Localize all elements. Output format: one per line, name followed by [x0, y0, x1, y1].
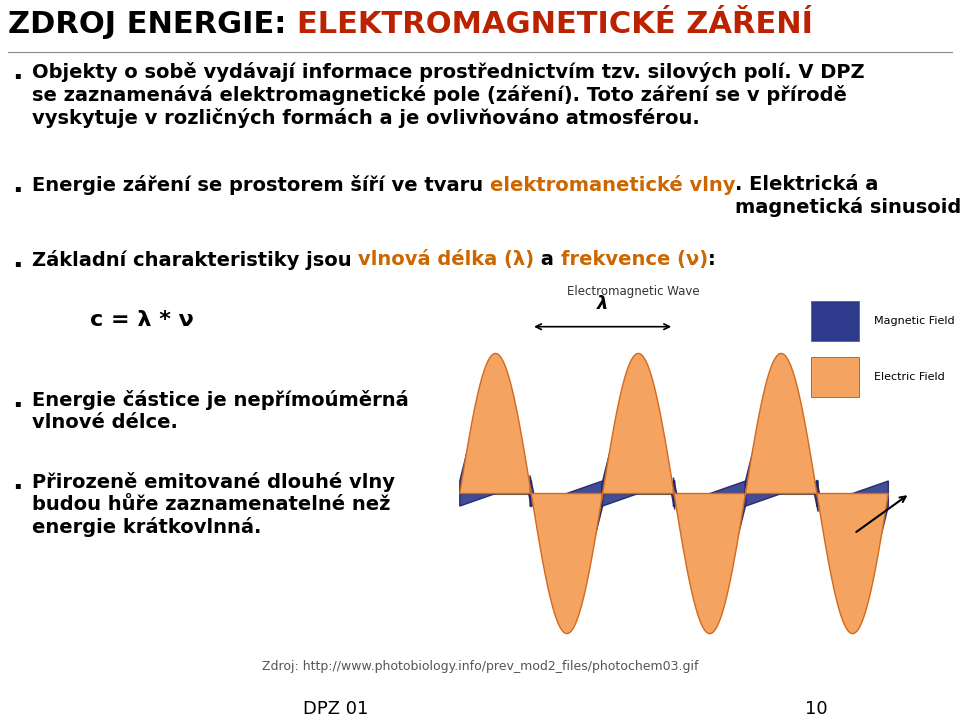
Text: . Elektrická a
magnetická sinusoida jsou navzájem kolmé a šíří se rychlostí svět: . Elektrická a magnetická sinusoida jsou…	[735, 175, 960, 217]
Text: ELEKTROMAGNETICKÉ ZÁŘENÍ: ELEKTROMAGNETICKÉ ZÁŘENÍ	[297, 10, 813, 39]
Text: vlnová délka (λ): vlnová délka (λ)	[358, 250, 535, 269]
Text: Základní charakteristiky jsou: Základní charakteristiky jsou	[32, 250, 358, 270]
Text: ·: ·	[12, 392, 23, 420]
Polygon shape	[602, 353, 675, 499]
Polygon shape	[460, 353, 532, 495]
Text: ·: ·	[12, 177, 23, 205]
Polygon shape	[673, 488, 747, 633]
FancyBboxPatch shape	[811, 301, 859, 341]
Text: Electromagnetic Wave: Electromagnetic Wave	[567, 285, 700, 298]
Text: DPZ 01: DPZ 01	[303, 700, 369, 718]
Polygon shape	[602, 393, 675, 510]
Text: Magnetic Field: Magnetic Field	[874, 316, 954, 325]
Polygon shape	[817, 492, 888, 633]
Text: c = λ * ν: c = λ * ν	[90, 310, 194, 330]
Polygon shape	[745, 353, 818, 501]
Text: frekvence (ν): frekvence (ν)	[562, 250, 708, 269]
Text: elektromanetické vlny: elektromanetické vlny	[490, 175, 735, 195]
Text: a: a	[535, 250, 562, 269]
Text: λ: λ	[597, 296, 609, 313]
Text: Energie částice je nepřímoúměrná
vlnové délce.: Energie částice je nepřímoúměrná vlnové …	[32, 390, 409, 432]
Text: ZDROJ ENERGIE:: ZDROJ ENERGIE:	[8, 10, 297, 39]
Polygon shape	[530, 486, 603, 633]
Text: ·: ·	[12, 474, 23, 502]
Text: ·: ·	[12, 252, 23, 280]
Text: Energie záření se prostorem šíří ve tvaru: Energie záření se prostorem šíří ve tvar…	[32, 175, 490, 195]
Text: :: :	[708, 250, 716, 269]
FancyBboxPatch shape	[811, 357, 859, 397]
Text: Objekty o sobě vydávají informace prostřednictvím tzv. silových polí. V DPZ
se z: Objekty o sobě vydávají informace prostř…	[32, 62, 865, 128]
Text: 10: 10	[804, 700, 828, 718]
Text: Zdroj: http://www.photobiology.info/prev_mod2_files/photochem03.gif: Zdroj: http://www.photobiology.info/prev…	[262, 660, 698, 673]
Polygon shape	[460, 393, 532, 507]
Polygon shape	[530, 475, 603, 594]
Polygon shape	[745, 393, 818, 512]
Polygon shape	[817, 480, 888, 594]
Text: ·: ·	[12, 64, 23, 92]
Text: Electric Field: Electric Field	[874, 372, 945, 381]
Text: Přirozeně emitované dlouhé vlny
budou hůře zaznamenatelné než
energie krátkovlnn: Přirozeně emitované dlouhé vlny budou hů…	[32, 472, 395, 537]
Polygon shape	[673, 478, 747, 594]
